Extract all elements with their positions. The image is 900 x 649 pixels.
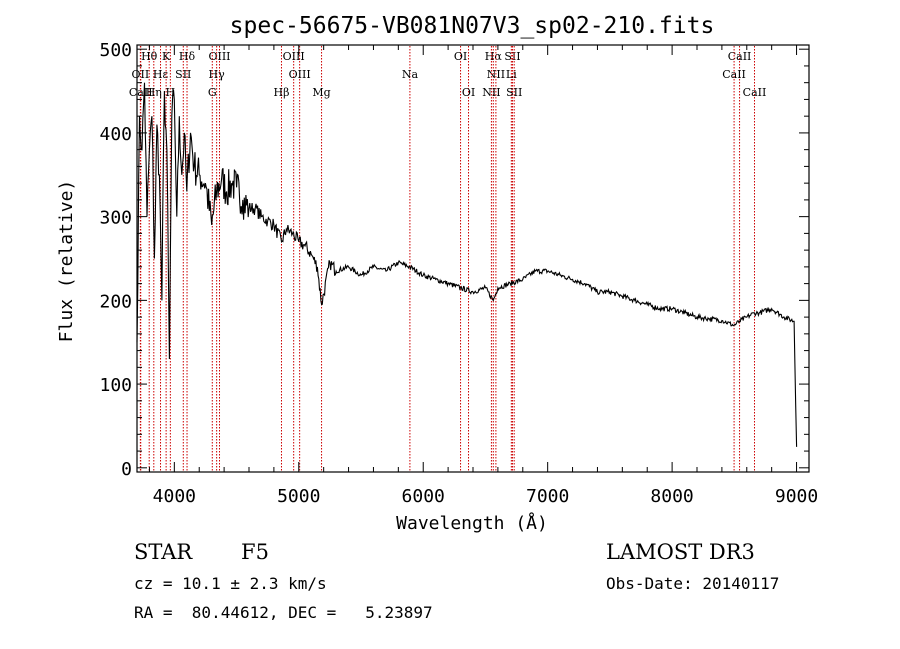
y-tick-label: 100 <box>99 375 132 396</box>
chart-title: spec-56675-VB081N07V3_sp02-210.fits <box>230 13 715 39</box>
redshift-cz: cz = 10.1 ± 2.3 km/s <box>134 574 327 593</box>
emission-line-label: G <box>208 86 217 99</box>
emission-line-label: Hγ <box>209 68 226 81</box>
y-axis-label: Flux (relative) <box>56 180 77 343</box>
x-tick-label: 5000 <box>277 486 320 507</box>
y-tick-label: 500 <box>99 40 132 61</box>
x-tick-label: 8000 <box>650 486 693 507</box>
emission-line-label: OI <box>462 86 475 99</box>
object-subclass: F5 <box>241 540 269 564</box>
object-type: STAR <box>134 540 193 564</box>
emission-line-label: Mg <box>312 86 330 99</box>
y-tick-label: 200 <box>99 291 132 312</box>
emission-line-label: Hα <box>485 50 503 63</box>
emission-line-label: CaII <box>129 86 153 99</box>
emission-line-label: H <box>166 86 176 99</box>
emission-line-markers: HθKHδOIIIOIIIOIHαSIICaIIOIIHεSIIHγOIIINa… <box>129 46 766 471</box>
x-axis-label: Wavelength (Å) <box>396 512 548 534</box>
y-tick-label: 0 <box>121 459 132 480</box>
emission-line-label: OIII <box>289 68 311 81</box>
emission-line-label: CaII <box>722 68 746 81</box>
emission-line-label: OIII <box>283 50 305 63</box>
emission-line-label: Hε <box>153 68 169 81</box>
observation-date: Obs-Date: 20140117 <box>606 574 780 593</box>
emission-line-label: Hδ <box>179 50 196 63</box>
emission-line-label: SII <box>504 50 520 63</box>
plot-frame <box>136 44 810 473</box>
emission-line-label: NII <box>482 86 500 99</box>
x-tick-label: 6000 <box>402 486 445 507</box>
x-tick-label: 7000 <box>526 486 569 507</box>
emission-line-label: CaII <box>743 86 767 99</box>
x-tick-label: 9000 <box>775 486 818 507</box>
emission-line-label: CaII <box>728 50 752 63</box>
emission-line-label: SII <box>506 86 522 99</box>
emission-line-label: Hβ <box>274 86 290 99</box>
emission-line-label: OI <box>454 50 467 63</box>
sky-coordinates: RA = 80.44612, DEC = 5.23897 <box>134 603 433 622</box>
emission-line-label: NII <box>487 68 505 81</box>
y-tick-label: 400 <box>99 124 132 145</box>
emission-line-label: Na <box>402 68 419 81</box>
emission-line-label: OIII <box>208 50 230 63</box>
spectrum-series-line <box>136 82 798 447</box>
survey-name: LAMOST DR3 <box>606 540 755 564</box>
x-tick-label: 4000 <box>153 486 196 507</box>
y-tick-label: 300 <box>99 208 132 229</box>
emission-line-label: Hη <box>146 86 162 99</box>
emission-line-label: Hθ <box>141 50 158 63</box>
axes: 4000 5000 6000 7000 8000 9000 0 100 200 300 400 500 <box>99 40 818 507</box>
emission-line-label: K <box>162 50 171 63</box>
emission-line-label: Li <box>506 68 517 81</box>
emission-line-label: SII <box>175 68 191 81</box>
